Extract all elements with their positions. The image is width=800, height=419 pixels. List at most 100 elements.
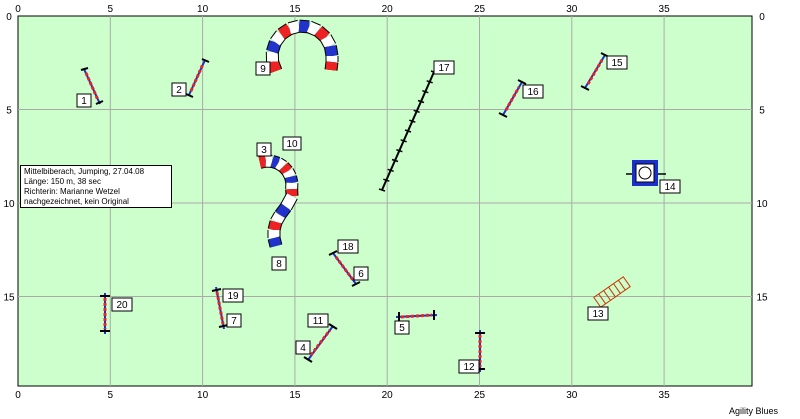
x-tick-bottom: 15 bbox=[289, 390, 301, 401]
x-tick-top: 10 bbox=[197, 4, 209, 15]
svg-text:13: 13 bbox=[592, 309, 604, 320]
tunnel-segment bbox=[267, 59, 282, 73]
jump-5 bbox=[395, 310, 438, 322]
y-tick-right: 5 bbox=[759, 106, 765, 117]
tunnel-segment bbox=[306, 21, 321, 36]
course-info-box: Mittelbiberach, Jumping, 27.04.08 Länge:… bbox=[20, 165, 172, 208]
svg-text:19: 19 bbox=[227, 291, 239, 302]
number-13: 13 bbox=[587, 306, 609, 321]
tunnel-segment bbox=[268, 236, 282, 248]
axis-top: 0 5 10 15 20 25 30 35 bbox=[15, 4, 670, 15]
number-6: 6 bbox=[353, 266, 369, 281]
number-16: 16 bbox=[522, 84, 544, 99]
number-17: 17 bbox=[433, 60, 455, 75]
svg-text:15: 15 bbox=[611, 58, 623, 69]
number-7: 7 bbox=[226, 313, 242, 328]
axis-bottom: 0 5 10 15 20 25 30 35 bbox=[15, 390, 670, 401]
tunnel-3-10-8 bbox=[258, 154, 299, 248]
jump-16 bbox=[498, 79, 527, 118]
number-1: 1 bbox=[76, 93, 92, 108]
tunnel-segment bbox=[258, 155, 268, 168]
svg-text:20: 20 bbox=[116, 300, 128, 311]
tunnel-segment bbox=[320, 34, 336, 49]
y-tick-left: 10 bbox=[3, 199, 15, 210]
svg-text:12: 12 bbox=[463, 362, 475, 373]
tunnel-segment bbox=[325, 61, 338, 71]
number-20: 20 bbox=[111, 297, 133, 312]
jump-20 bbox=[100, 293, 110, 334]
x-tick-bottom: 35 bbox=[659, 390, 671, 401]
svg-text:8: 8 bbox=[276, 259, 282, 270]
jump-2 bbox=[185, 58, 210, 98]
info-length-time: Länge: 150 m, 38 sec bbox=[24, 177, 101, 186]
svg-text:9: 9 bbox=[260, 64, 266, 75]
svg-text:18: 18 bbox=[342, 242, 354, 253]
credit-label: Agility Blues bbox=[728, 406, 778, 416]
tunnel-9 bbox=[265, 19, 339, 74]
y-tick-right: 15 bbox=[756, 293, 768, 304]
x-tick-top: 15 bbox=[289, 4, 301, 15]
svg-text:5: 5 bbox=[399, 323, 405, 334]
number-14: 14 bbox=[659, 179, 681, 194]
y-tick-left: 15 bbox=[3, 293, 15, 304]
tunnel-segment bbox=[270, 156, 280, 169]
x-tick-top: 30 bbox=[566, 4, 578, 15]
svg-text:11: 11 bbox=[313, 316, 324, 327]
svg-text:17: 17 bbox=[438, 63, 450, 74]
svg-text:1: 1 bbox=[81, 96, 87, 107]
y-tick-right: 0 bbox=[759, 12, 765, 23]
number-9: 9 bbox=[255, 61, 271, 76]
x-tick-bottom: 5 bbox=[108, 390, 114, 401]
svg-text:16: 16 bbox=[527, 87, 539, 98]
x-tick-bottom: 0 bbox=[15, 390, 21, 401]
svg-text:14: 14 bbox=[664, 182, 676, 193]
axis-right: 0 5 10 15 bbox=[756, 12, 768, 304]
number-15: 15 bbox=[606, 55, 628, 70]
y-tick-left: 5 bbox=[6, 106, 12, 117]
tunnel-segment bbox=[270, 30, 286, 46]
x-tick-top: 0 bbox=[15, 4, 21, 15]
x-tick-bottom: 25 bbox=[474, 390, 486, 401]
number-11: 11 bbox=[307, 313, 329, 328]
x-tick-bottom: 30 bbox=[566, 390, 578, 401]
x-tick-bottom: 20 bbox=[382, 390, 394, 401]
x-tick-bottom: 10 bbox=[197, 390, 209, 401]
tunnel-segment bbox=[275, 203, 291, 219]
tunnel-segment bbox=[282, 168, 296, 180]
number-3: 3 bbox=[256, 142, 272, 157]
svg-text:4: 4 bbox=[300, 343, 306, 354]
tunnel-segment bbox=[271, 212, 285, 225]
svg-text:7: 7 bbox=[231, 316, 237, 327]
y-tick-left: 0 bbox=[6, 12, 12, 23]
info-note: nachgezeichnet, kein Original bbox=[24, 197, 129, 206]
tunnel-segment bbox=[279, 162, 292, 175]
number-8: 8 bbox=[271, 256, 287, 271]
number-2: 2 bbox=[171, 82, 187, 97]
number-5: 5 bbox=[394, 320, 410, 335]
axis-left: 0 5 10 15 bbox=[3, 12, 15, 304]
svg-text:2: 2 bbox=[176, 85, 182, 96]
jump-7-19 bbox=[211, 286, 229, 330]
x-tick-top: 20 bbox=[382, 4, 394, 15]
tunnel-segment bbox=[275, 158, 287, 172]
x-tick-top: 25 bbox=[474, 4, 486, 15]
x-tick-top: 35 bbox=[659, 4, 671, 15]
svg-text:3: 3 bbox=[261, 145, 267, 156]
tunnel-segment bbox=[281, 193, 297, 210]
tire-jump-13 bbox=[593, 276, 631, 308]
number-12: 12 bbox=[458, 359, 480, 374]
tunnel-segment bbox=[324, 45, 338, 57]
tunnel-segment bbox=[314, 26, 330, 42]
x-tick-top: 5 bbox=[108, 4, 114, 15]
number-19: 19 bbox=[222, 288, 244, 303]
tunnel-segment bbox=[288, 20, 301, 35]
jump-12 bbox=[475, 330, 485, 372]
jump-4-11 bbox=[303, 323, 338, 363]
svg-text:6: 6 bbox=[358, 269, 364, 280]
y-tick-right: 10 bbox=[756, 199, 768, 210]
number-4: 4 bbox=[295, 340, 311, 355]
svg-text:10: 10 bbox=[286, 139, 298, 150]
tunnel-segment bbox=[278, 24, 293, 39]
tunnel-segment bbox=[285, 175, 298, 185]
